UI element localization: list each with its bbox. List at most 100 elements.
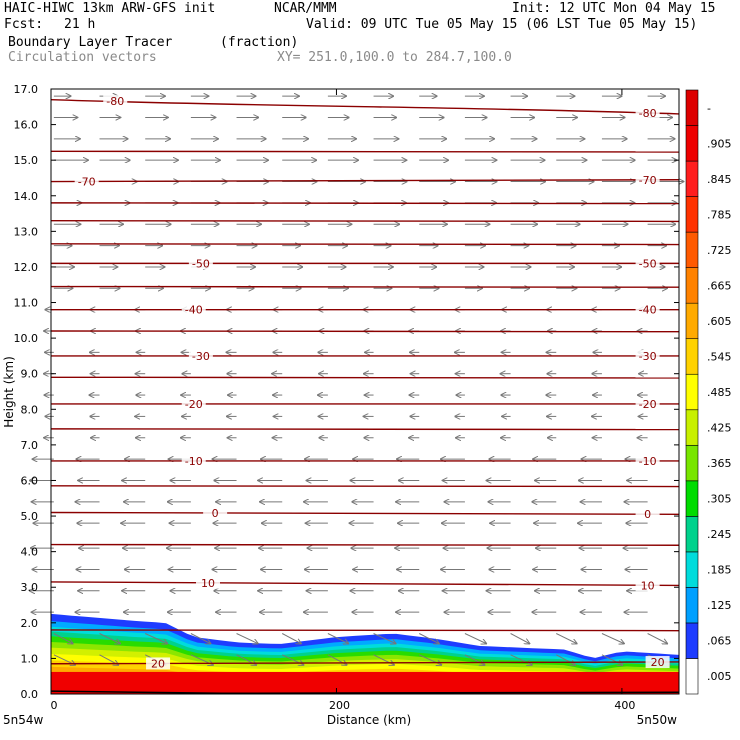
fcst-value: 21 h	[64, 17, 96, 32]
colorbar-swatch-15	[685, 125, 699, 162]
contour-label-bg	[645, 656, 670, 669]
contour-label-bg	[635, 107, 660, 120]
colorbar-label-10: .605	[707, 315, 732, 328]
x-tick-label: 200	[329, 699, 350, 712]
contour-label: -40	[639, 304, 657, 317]
contour-label-bg	[635, 454, 660, 467]
colorbar-swatch-3	[685, 551, 699, 588]
y-axis-label: Height (km)	[2, 356, 16, 427]
x-end-label-right: 5n50w	[637, 713, 678, 727]
colorbar-swatch-0	[685, 658, 699, 695]
tracer-core	[51, 671, 679, 694]
y-tick-label: 2.0	[21, 617, 39, 630]
contour-label: -20	[639, 398, 657, 411]
colorbar-label-7: .425	[707, 422, 732, 435]
colorbar-swatch-16	[685, 89, 699, 126]
colorbar-swatch-7	[685, 409, 699, 446]
colorbar-label-2: .125	[707, 599, 732, 612]
contour-line-4	[50, 376, 680, 379]
vector-arrow-351	[99, 633, 120, 644]
terrain-line	[50, 690, 680, 695]
contour-label: -30	[192, 350, 210, 363]
y-tick-label: 7.0	[21, 439, 39, 452]
contour-label: 10	[201, 577, 215, 590]
colorbar-label-13: .785	[707, 208, 732, 221]
colorbar-label-0: .005	[707, 670, 732, 683]
colorbar-label-16: -	[707, 102, 711, 115]
contour-label-bg	[188, 349, 213, 362]
contour-label-bg	[635, 173, 660, 186]
colorbar-swatch-14	[685, 160, 699, 197]
contour-label: 10	[641, 579, 655, 592]
contour-label-bg	[146, 657, 171, 670]
contour-label-bg	[181, 303, 206, 316]
contour-line-8	[50, 219, 680, 223]
contour-label: -70	[78, 175, 96, 188]
contour-label-bg	[188, 257, 213, 270]
y-tick-label: 14.0	[14, 190, 39, 203]
colorbar-swatch-12	[685, 231, 699, 268]
y-tick-label: 10.0	[14, 332, 39, 345]
colorbar-label-11: .665	[707, 279, 732, 292]
model-title: HAIC-HIWC 13km ARW-GFS init	[4, 1, 216, 16]
contour-label: -30	[639, 350, 657, 363]
contour-label: -70	[639, 174, 657, 187]
colorbar-swatch-1	[685, 622, 699, 659]
colorbar-swatch-13	[685, 196, 699, 233]
contour-label-bg	[635, 257, 660, 270]
vector-arrow-356	[327, 633, 348, 644]
contour-label-bg	[635, 508, 660, 521]
contour-0	[50, 661, 680, 665]
colorbar-label-1: .065	[707, 635, 732, 648]
contour-label: -50	[192, 257, 210, 270]
contour-line-7	[50, 242, 680, 246]
fcst-label: Fcst:	[4, 17, 44, 32]
vector-arrow-374	[510, 654, 532, 665]
colorbar-label-12: .725	[707, 244, 732, 257]
vector-arrow-357	[373, 633, 396, 644]
vector-arrow-360	[510, 633, 530, 644]
x-tick-label: 0	[51, 699, 58, 712]
y-tick-label: 8.0	[21, 403, 39, 416]
contour-9	[50, 98, 680, 115]
contour-line-1	[50, 543, 680, 547]
colorbar: .005 .065 .125 .185 .245 .305 .365 .425 .485 .545…	[685, 89, 732, 695]
y-tick-label: 17.0	[14, 83, 39, 96]
colorbar-label-5: .305	[707, 493, 732, 506]
vector-arrow-354	[236, 633, 258, 644]
colorbar-swatch-2	[685, 587, 699, 624]
y-tick-label: 5.0	[21, 510, 39, 523]
colorbar-label-9: .545	[707, 350, 732, 363]
org-label: NCAR/MMM	[274, 1, 337, 16]
contour-2	[50, 511, 680, 515]
axes-layer: 0.0 1.0 2.0 3.0 4.0 5.0 6.0 7.0 8.0 9.0 10.0 11.0 12…	[2, 83, 680, 727]
contour-label: -20	[185, 398, 203, 411]
contour-label-bg	[196, 576, 220, 589]
vector-arrow-355	[281, 633, 301, 644]
y-tick-label: 3.0	[21, 581, 39, 594]
y-tick-label: 4.0	[21, 546, 39, 559]
colorbar-swatch-11	[685, 267, 699, 304]
colorbar-label-3: .185	[707, 564, 732, 577]
vector-arrow-361	[556, 633, 576, 644]
contour-label: -80	[106, 95, 124, 108]
y-tick-label: 15.0	[14, 154, 39, 167]
contour-label-bg	[635, 349, 660, 362]
y-tick-label: 0.0	[21, 688, 39, 701]
x-end-label-left: 5n54w	[3, 713, 44, 727]
contour-label: -50	[639, 257, 657, 270]
colorbar-label-15: .905	[707, 137, 732, 150]
colorbar-swatch-8	[685, 373, 699, 411]
tracer-fill-layer	[50, 613, 680, 695]
contour-label-bg	[203, 506, 228, 519]
colorbar-label-8: .485	[707, 386, 732, 399]
contour-8	[50, 179, 680, 183]
contour-label-bg	[635, 579, 660, 592]
contour-line-0	[50, 628, 680, 632]
vector-arrow-375	[556, 654, 575, 665]
colorbar-swatch-6	[685, 444, 699, 482]
vector-name: Circulation vectors	[8, 50, 157, 65]
x-tick-label: 400	[614, 699, 635, 712]
colorbar-swatch-9	[685, 338, 699, 375]
